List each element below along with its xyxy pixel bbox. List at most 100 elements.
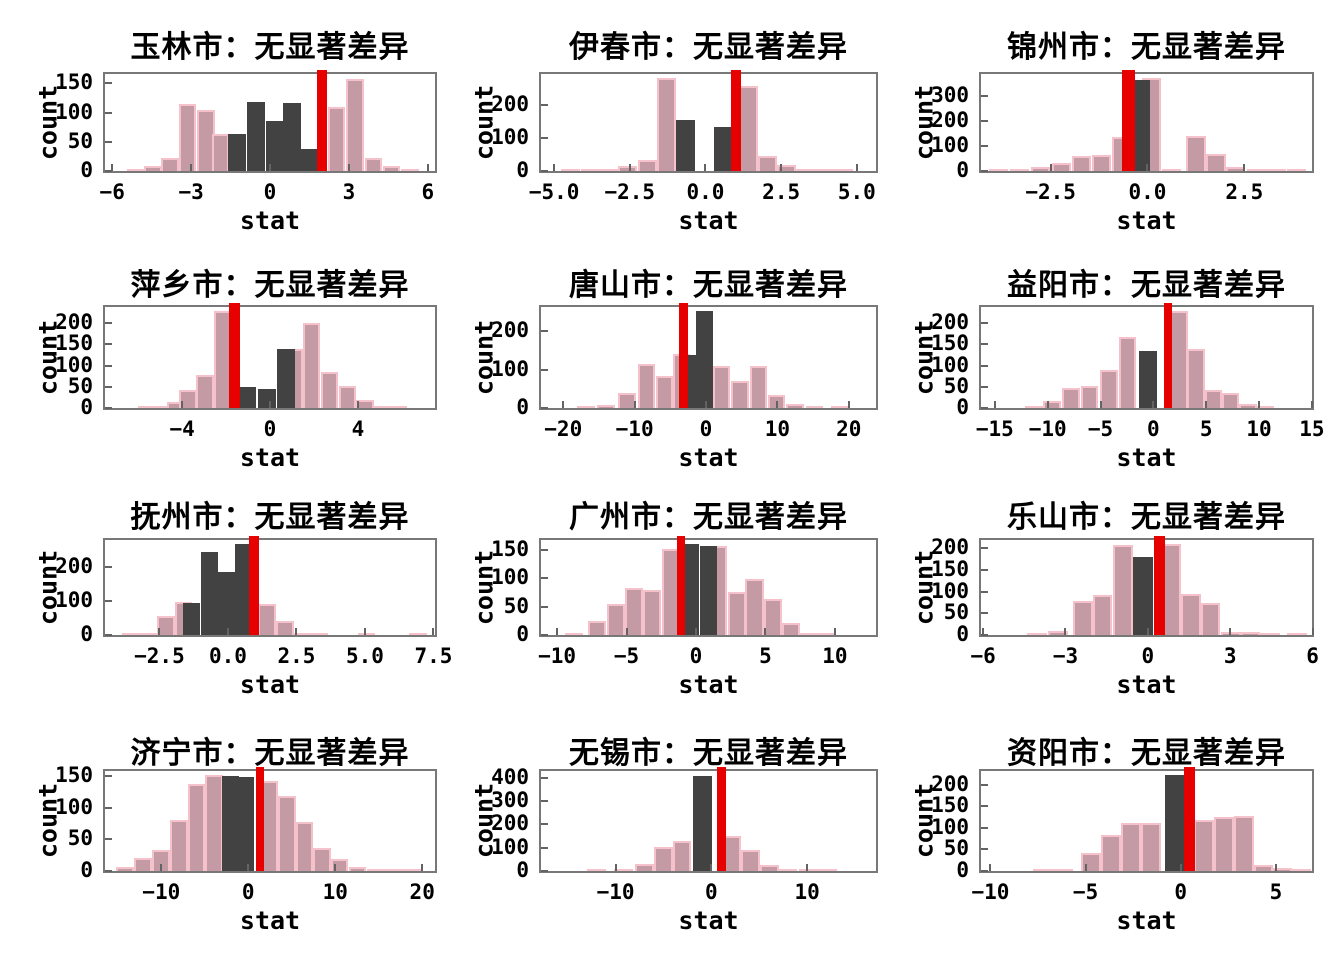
dark-histogram-bar xyxy=(238,386,257,408)
dark-histogram-bar xyxy=(227,134,247,171)
chart-title: 资阳市：无显著差异 xyxy=(1007,737,1286,770)
pink-histogram-bar xyxy=(763,598,783,635)
red-marker-bar xyxy=(730,70,742,171)
plot-area xyxy=(539,303,878,410)
y-tick-mark xyxy=(541,548,548,551)
chart-title: 无锡市：无显著差异 xyxy=(569,737,848,770)
chart-title: 济宁市：无显著差异 xyxy=(130,737,410,770)
x-tick-label: 10 xyxy=(1246,417,1272,441)
y-tick-mark xyxy=(541,776,548,779)
pink-histogram-bar xyxy=(1118,336,1137,408)
y-tick-mark xyxy=(541,605,548,608)
chart-title: 乐山市：无显著差异 xyxy=(1007,501,1286,534)
pink-histogram-bar xyxy=(1092,594,1113,635)
pink-histogram-bar xyxy=(1221,393,1240,408)
pink-histogram-bar xyxy=(1100,369,1118,408)
x-tick-label: −5 xyxy=(1087,417,1114,441)
x-tick-label: 5.0 xyxy=(345,644,384,668)
x-tick-label: −5 xyxy=(613,644,640,668)
x-axis-label: stat xyxy=(1116,443,1177,472)
pink-histogram-bar xyxy=(799,632,818,635)
x-tick-label: −10 xyxy=(615,417,654,441)
x-tick-mark xyxy=(1229,628,1232,635)
x-tick-label: −20 xyxy=(544,417,583,441)
x-tick-label: 2.5 xyxy=(277,644,316,668)
y-tick-mark xyxy=(981,870,988,872)
pink-histogram-bar xyxy=(818,869,838,871)
subplot-益阳市: 益阳市：无显著差异 count 0 50 100 150 200 −15 −10 −5 0 5 10 15… xyxy=(896,240,1344,480)
x-tick-label: −2.5 xyxy=(1025,180,1076,204)
pink-histogram-bar xyxy=(313,848,331,871)
y-tick-label: 0 xyxy=(516,622,529,646)
y-tick-mark xyxy=(981,385,988,388)
y-tick-label: 100 xyxy=(55,587,93,612)
pink-histogram-bar xyxy=(613,869,633,871)
x-axis-label: stat xyxy=(678,443,739,472)
y-tick-label: 50 xyxy=(943,373,969,398)
pink-histogram-bar xyxy=(357,633,376,635)
x-tick-label: −10 xyxy=(538,644,577,668)
pink-histogram-bar xyxy=(815,169,835,171)
y-tick-mark xyxy=(541,368,548,371)
pink-histogram-bar xyxy=(320,371,339,408)
y-tick-label: 0 xyxy=(956,158,969,182)
pink-histogram-bar xyxy=(759,864,779,871)
pink-histogram-bar xyxy=(781,623,800,635)
x-axis-label: stat xyxy=(239,906,301,935)
x-tick-mark xyxy=(1258,401,1261,408)
x-tick-mark xyxy=(989,864,992,871)
y-tick-mark xyxy=(981,364,988,367)
x-axis-label: stat xyxy=(678,906,739,935)
pink-histogram-bar xyxy=(1214,816,1234,871)
y-tick-label: 0 xyxy=(516,858,529,882)
x-tick-label: 4 xyxy=(351,417,365,441)
pink-histogram-bar xyxy=(564,633,583,635)
dark-histogram-bar xyxy=(1133,556,1153,635)
y-tick-label: 100 xyxy=(55,99,93,124)
pink-histogram-bar xyxy=(1180,593,1201,635)
y-tick-mark xyxy=(981,145,988,147)
red-marker-bar xyxy=(716,767,726,871)
x-tick-label: −15 xyxy=(975,417,1014,441)
y-tick-mark xyxy=(981,612,988,615)
pink-histogram-bar xyxy=(258,603,277,635)
chart-title: 萍乡市：无显著差异 xyxy=(130,269,410,302)
pink-histogram-bar xyxy=(1260,633,1280,635)
pink-histogram-bar xyxy=(653,846,673,871)
y-tick-mark xyxy=(541,103,548,106)
y-tick-label: 100 xyxy=(931,814,969,839)
x-axis-label: stat xyxy=(678,206,739,235)
x-tick-mark xyxy=(833,628,836,635)
x-tick-mark xyxy=(1084,864,1087,871)
pink-histogram-bar xyxy=(1100,835,1121,871)
y-tick-label: 50 xyxy=(943,836,969,861)
x-tick-mark xyxy=(1310,401,1313,408)
pink-histogram-bar xyxy=(1009,169,1029,171)
y-tick-mark xyxy=(541,407,548,409)
y-tick-label: 0 xyxy=(80,395,93,419)
pink-histogram-bar xyxy=(625,588,644,635)
x-tick-label: −6 xyxy=(970,644,996,668)
pink-histogram-bar xyxy=(127,169,145,171)
pink-histogram-bar xyxy=(731,381,749,408)
y-tick-mark xyxy=(541,870,548,872)
y-tick-label: 100 xyxy=(931,352,969,377)
y-tick-mark xyxy=(981,848,988,851)
x-tick-label: 0 xyxy=(263,417,277,441)
x-tick-mark xyxy=(269,164,271,171)
dark-histogram-bar xyxy=(222,776,239,871)
dark-histogram-bar xyxy=(235,544,253,635)
red-marker-bar xyxy=(255,767,265,871)
dark-histogram-bar xyxy=(1132,79,1150,171)
pink-histogram-bar xyxy=(1141,822,1162,871)
pink-histogram-bar xyxy=(634,863,654,871)
pink-histogram-bar xyxy=(618,165,638,171)
x-tick-label: −5 xyxy=(1072,880,1099,904)
y-tick-label: 100 xyxy=(55,352,93,377)
y-tick-mark xyxy=(541,170,548,172)
pink-histogram-bar xyxy=(740,850,760,871)
dark-histogram-bar xyxy=(247,102,266,171)
x-tick-mark xyxy=(158,628,161,635)
x-tick-mark xyxy=(421,864,424,871)
pink-histogram-bar xyxy=(1161,169,1182,171)
